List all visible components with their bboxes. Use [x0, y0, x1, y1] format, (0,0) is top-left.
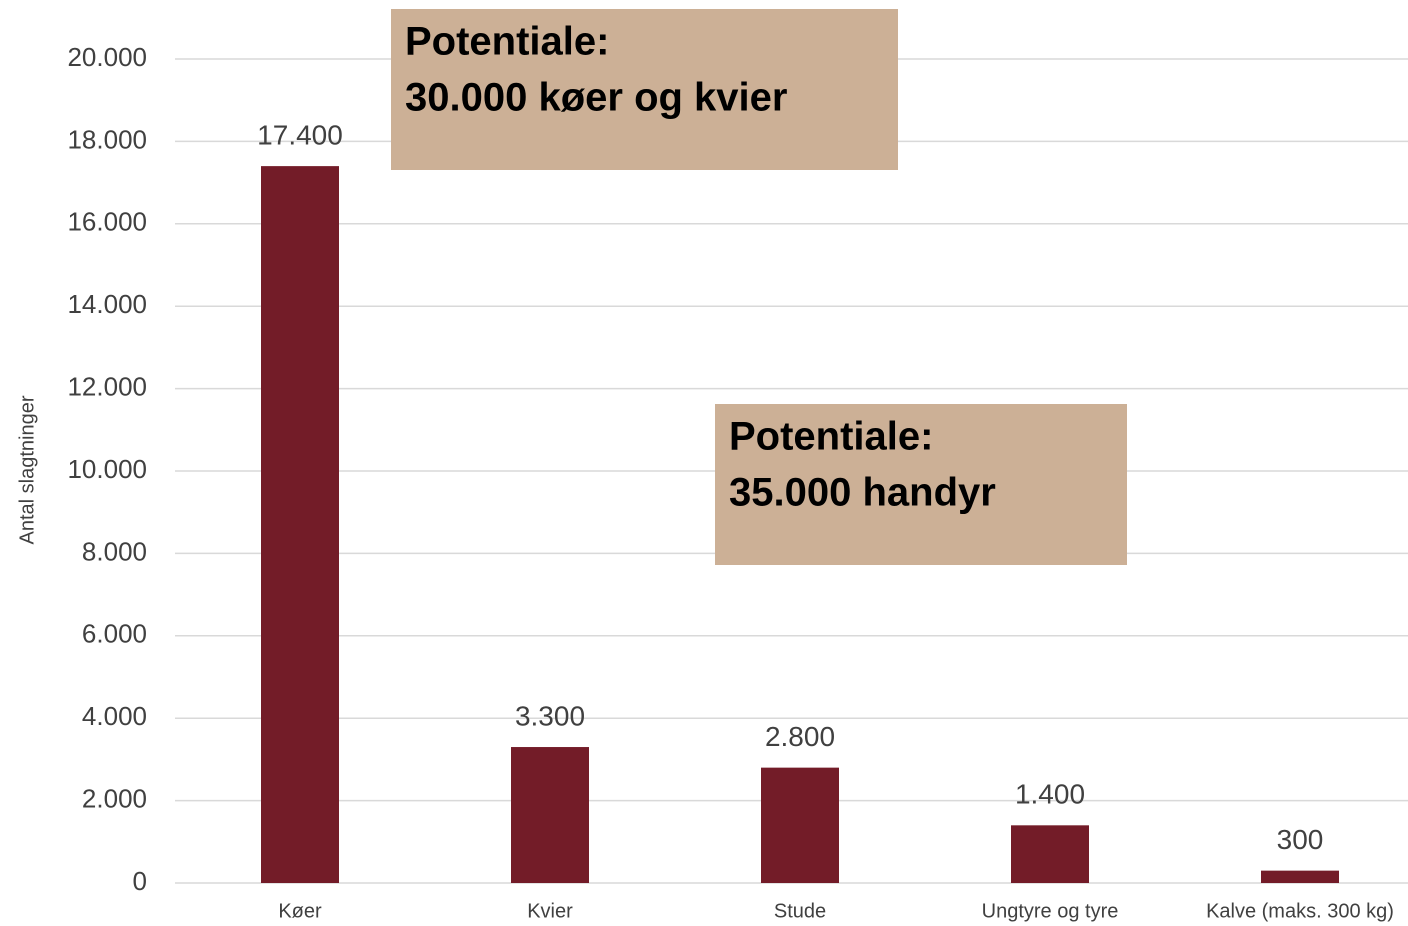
y-tick-label: 4.000: [82, 701, 147, 731]
x-tick-label: Ungtyre og tyre: [982, 900, 1119, 922]
bar: [1011, 825, 1089, 883]
annotation-text: 35.000 handyr: [729, 471, 996, 515]
y-axis-label: Antal slagtninger: [16, 395, 38, 544]
annotation-box: [715, 404, 1127, 565]
x-tick-label: Stude: [774, 900, 826, 922]
annotation-text: 30.000 køer og kvier: [405, 76, 787, 120]
bar: [1261, 870, 1339, 883]
bar: [261, 166, 339, 883]
y-tick-label: 20.000: [67, 42, 147, 72]
y-tick-label: 6.000: [82, 619, 147, 649]
y-tick-label: 14.000: [67, 289, 147, 319]
y-tick-label: 16.000: [67, 207, 147, 237]
value-label: 3.300: [515, 700, 585, 731]
value-label: 1.400: [1015, 779, 1085, 810]
annotation-text: Potentiale:: [405, 20, 609, 64]
bar: [761, 767, 839, 883]
bar: [511, 747, 589, 883]
x-tick-label: Kvier: [527, 900, 573, 922]
y-tick-label: 8.000: [82, 536, 147, 566]
x-tick-label: Køer: [278, 900, 322, 922]
annotation-text: Potentiale:: [729, 415, 933, 459]
annotation-box: [391, 9, 898, 170]
x-tick-label: Kalve (maks. 300 kg): [1206, 900, 1394, 922]
y-tick-label: 18.000: [67, 124, 147, 154]
y-tick-label: 0: [133, 866, 147, 896]
y-tick-label: 2.000: [82, 783, 147, 813]
value-label: 17.400: [257, 120, 343, 151]
value-label: 2.800: [765, 721, 835, 752]
y-tick-label: 10.000: [67, 454, 147, 484]
value-label: 300: [1277, 824, 1324, 855]
y-tick-label: 12.000: [67, 371, 147, 401]
